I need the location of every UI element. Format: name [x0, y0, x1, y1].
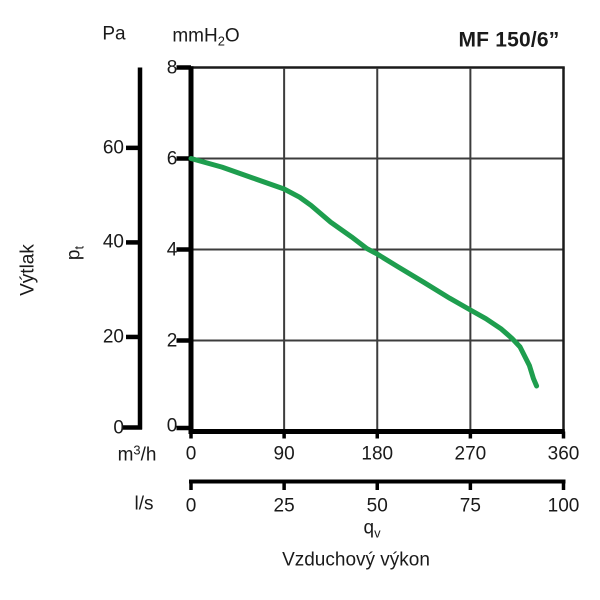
- fan-performance-curve: [188, 156, 540, 389]
